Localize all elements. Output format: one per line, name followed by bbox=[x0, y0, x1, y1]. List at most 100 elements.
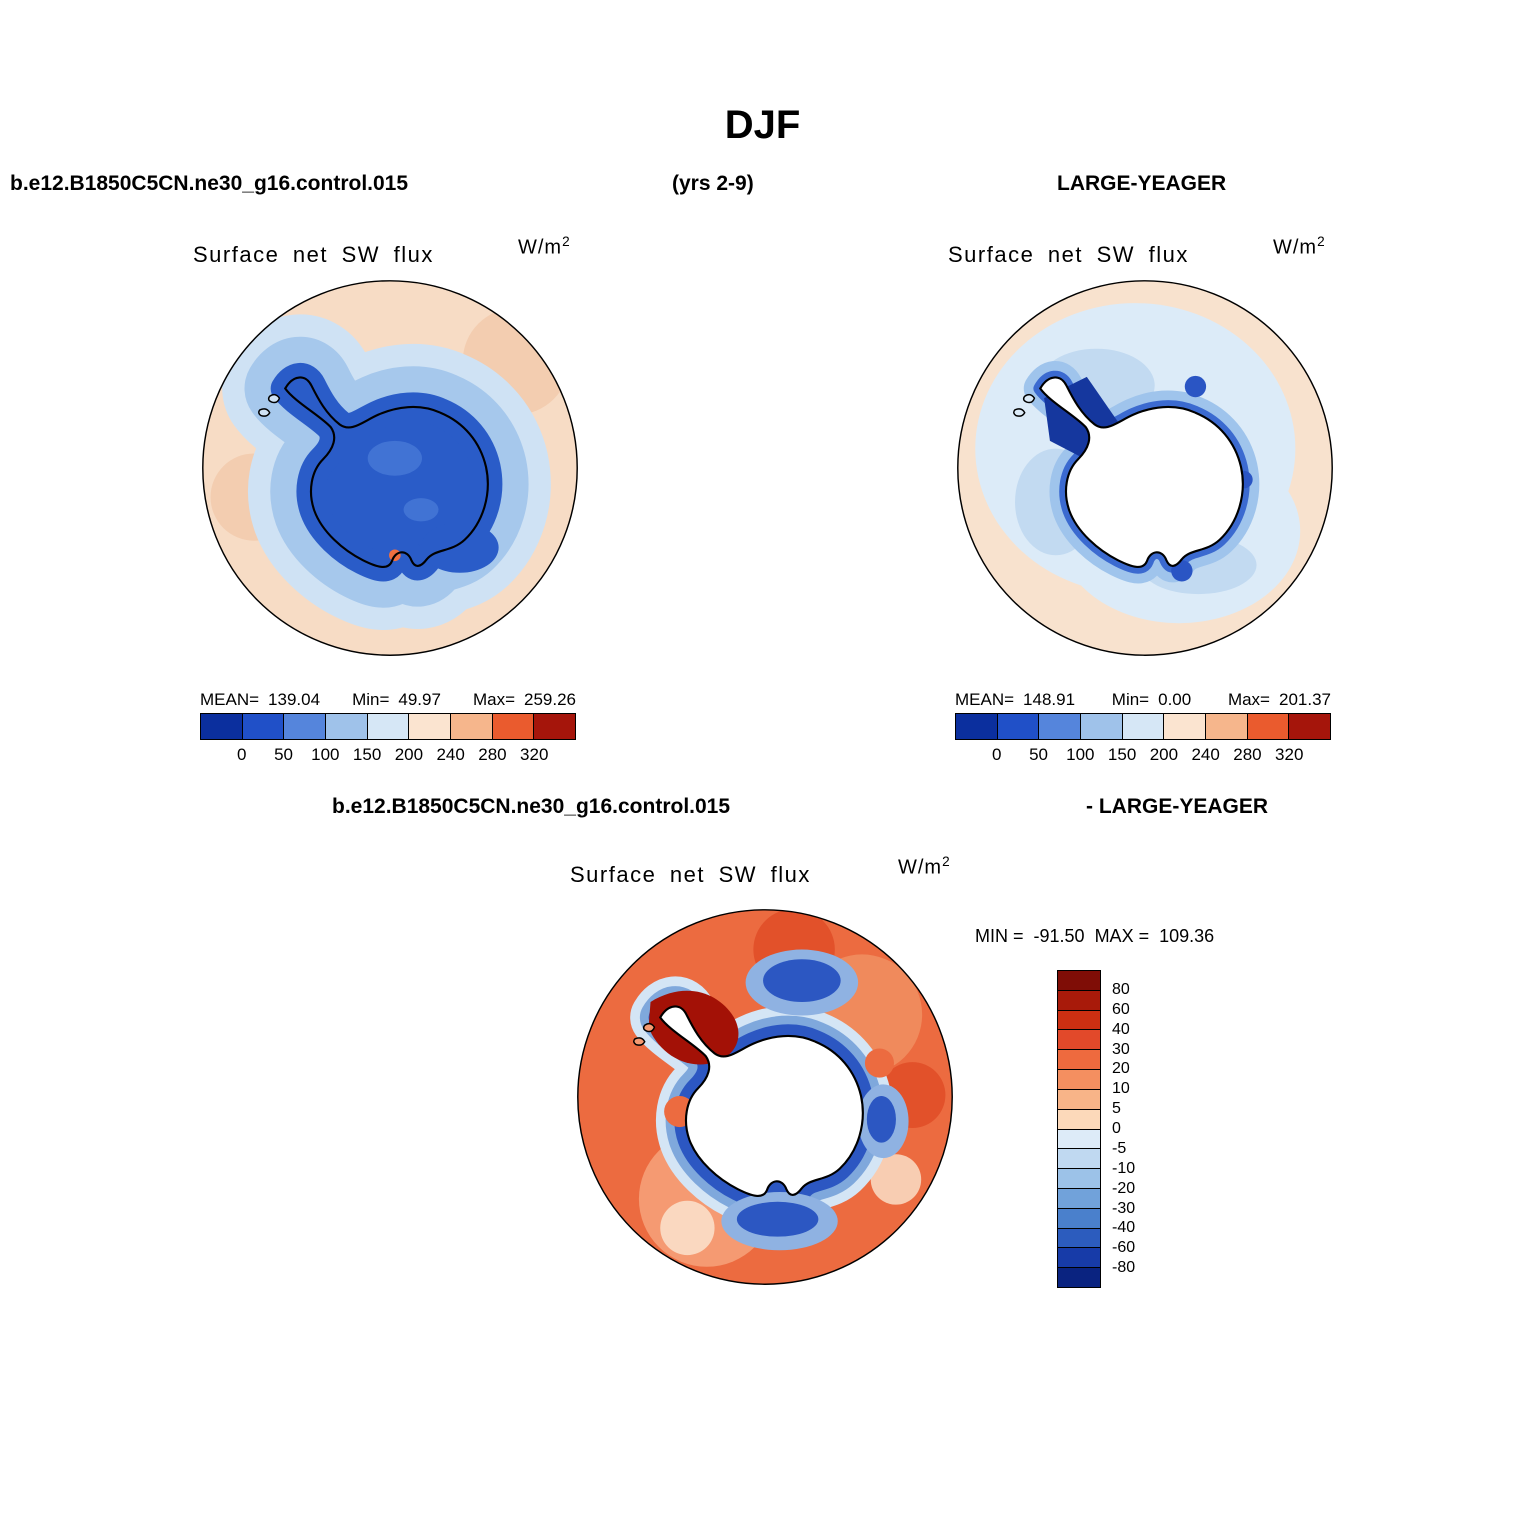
model-run-header: b.e12.B1850C5CN.ne30_g16.control.015 bbox=[10, 172, 409, 195]
model-max-value: 259.26 bbox=[524, 690, 576, 709]
difference-map bbox=[571, 903, 959, 1291]
colorbar-segment bbox=[283, 714, 326, 739]
diff-units-base: W/m bbox=[898, 856, 943, 879]
colorbar-segment bbox=[241, 714, 284, 739]
colorbar-tick-label: 320 bbox=[520, 745, 549, 764]
colorbar-segment bbox=[1288, 714, 1331, 739]
colorbar-segment bbox=[1058, 971, 1100, 990]
diff-right-header: - LARGE-YEAGER bbox=[1086, 795, 1269, 818]
colorbar-tick-label: 0 bbox=[1112, 1120, 1121, 1137]
model-max-label: Max= bbox=[472, 690, 515, 709]
colorbar-segment bbox=[1163, 714, 1206, 739]
colorbar-tick-label: -60 bbox=[1112, 1239, 1136, 1257]
colorbar-tick-label: 280 bbox=[478, 745, 507, 764]
obs-units-exp: 2 bbox=[1317, 234, 1326, 249]
page-title: DJF bbox=[724, 103, 801, 147]
obs-name-header: LARGE-YEAGER bbox=[1057, 172, 1227, 195]
model-colorbar-ticks: 0 50 100 150 200 240 280 320 bbox=[200, 745, 576, 767]
colorbar-tick-label: 280 bbox=[1233, 745, 1262, 764]
colorbar-tick-label: 50 bbox=[1029, 745, 1049, 764]
colorbar-segment bbox=[1080, 714, 1122, 739]
colorbar-segment bbox=[956, 714, 997, 739]
colorbar-tick-label: 200 bbox=[394, 745, 424, 764]
colorbar-segment bbox=[408, 714, 451, 739]
colorbar-segment bbox=[1058, 1128, 1100, 1149]
colorbar-segment bbox=[366, 714, 409, 739]
diff-left-header: b.e12.B1850C5CN.ne30_g16.control.015 bbox=[332, 795, 731, 818]
colorbar-segment bbox=[1205, 714, 1247, 739]
diff-colorbar-labels: 80 60 40 30 20 10 5 0 -5 -10 -20 -30 -40 -60 -80 bbox=[1112, 970, 1172, 1288]
colorbar-tick-label: 10 bbox=[1112, 1080, 1130, 1098]
colorbar-segment bbox=[1058, 1088, 1100, 1109]
diff-colorbar bbox=[1057, 970, 1101, 1288]
colorbar-segment bbox=[1058, 1148, 1100, 1169]
colorbar-tick-label: -30 bbox=[1112, 1199, 1136, 1217]
colorbar-segment bbox=[1058, 1009, 1100, 1030]
obs-colorbar-ticks: 0 50 100 150 200 240 280 320 bbox=[955, 745, 1331, 767]
colorbar-tick-label: -10 bbox=[1112, 1159, 1136, 1177]
colorbar-segment bbox=[1058, 1049, 1100, 1070]
colorbar-tick-label: 80 bbox=[1112, 980, 1130, 998]
model-min-label: Min= bbox=[352, 690, 390, 709]
model-units-exp: 2 bbox=[562, 234, 571, 249]
colorbar-segment bbox=[1058, 1247, 1100, 1268]
colorbar-tick-label: 60 bbox=[1112, 1000, 1130, 1018]
obs-mean-label: MEAN= bbox=[955, 690, 1015, 709]
model-units-base: W/m bbox=[518, 236, 563, 259]
colorbar-segment bbox=[1058, 1187, 1100, 1208]
model-stats: MEAN= 139.04 Min= 49.97 Max= 259.26 bbox=[200, 690, 576, 710]
diff-max-value: 109.36 bbox=[1159, 926, 1215, 946]
colorbar-segment bbox=[1058, 989, 1100, 1010]
colorbar-tick-label: 30 bbox=[1112, 1040, 1130, 1058]
model-colorbar bbox=[200, 713, 576, 740]
diff-max-label: MAX = bbox=[1094, 926, 1150, 946]
obs-min-value: 0.00 bbox=[1158, 690, 1192, 709]
colorbar-tick-label: 150 bbox=[352, 745, 382, 764]
colorbar-segment bbox=[1058, 1267, 1100, 1287]
colorbar-tick-label: -40 bbox=[1112, 1219, 1136, 1237]
model-map bbox=[196, 274, 584, 662]
colorbar-tick-label: 150 bbox=[1107, 745, 1137, 764]
colorbar-tick-label: 5 bbox=[1112, 1100, 1121, 1118]
colorbar-tick-label: 200 bbox=[1149, 745, 1179, 764]
obs-colorbar bbox=[955, 713, 1331, 740]
colorbar-segment bbox=[1058, 1227, 1100, 1248]
model-min-value: 49.97 bbox=[398, 690, 441, 709]
colorbar-tick-label: 240 bbox=[1191, 745, 1220, 764]
colorbar-tick-label: 40 bbox=[1112, 1020, 1130, 1038]
model-mean-label: MEAN= bbox=[200, 690, 260, 709]
colorbar-segment bbox=[491, 714, 534, 739]
diff-min-value: -91.50 bbox=[1033, 926, 1085, 946]
obs-mean-value: 148.91 bbox=[1023, 690, 1076, 709]
obs-map bbox=[951, 274, 1339, 662]
colorbar-segment bbox=[1121, 714, 1164, 739]
obs-units-base: W/m bbox=[1273, 236, 1318, 259]
colorbar-tick-label: 100 bbox=[311, 745, 340, 764]
colorbar-tick-label: -5 bbox=[1112, 1139, 1127, 1157]
colorbar-segment bbox=[1058, 1108, 1100, 1129]
model-units-label: W/m2 bbox=[518, 234, 571, 260]
colorbar-segment bbox=[1058, 1207, 1100, 1228]
obs-max-label: Max= bbox=[1227, 690, 1270, 709]
colorbar-segment bbox=[1058, 1069, 1100, 1089]
colorbar-segment bbox=[325, 714, 367, 739]
colorbar-segment bbox=[1058, 1029, 1100, 1050]
model-field-title: Surface net SW flux bbox=[193, 242, 434, 267]
colorbar-tick-label: -20 bbox=[1112, 1179, 1136, 1197]
colorbar-tick-label: 320 bbox=[1275, 745, 1304, 764]
diff-units-label: W/m2 bbox=[898, 854, 951, 880]
colorbar-segment bbox=[1246, 714, 1289, 739]
colorbar-tick-label: 100 bbox=[1066, 745, 1095, 764]
model-mean-value: 139.04 bbox=[268, 690, 321, 709]
colorbar-segment bbox=[1038, 714, 1081, 739]
obs-max-value: 201.37 bbox=[1278, 690, 1331, 709]
colorbar-segment bbox=[533, 714, 576, 739]
colorbar-segment bbox=[996, 714, 1039, 739]
colorbar-segment bbox=[450, 714, 492, 739]
colorbar-segment bbox=[201, 714, 242, 739]
diff-range-line: MIN = -91.50 MAX = 109.36 bbox=[975, 926, 1224, 947]
diff-min-label: MIN = bbox=[975, 926, 1024, 946]
diff-units-exp: 2 bbox=[942, 854, 951, 869]
colorbar-tick-label: 50 bbox=[274, 745, 294, 764]
